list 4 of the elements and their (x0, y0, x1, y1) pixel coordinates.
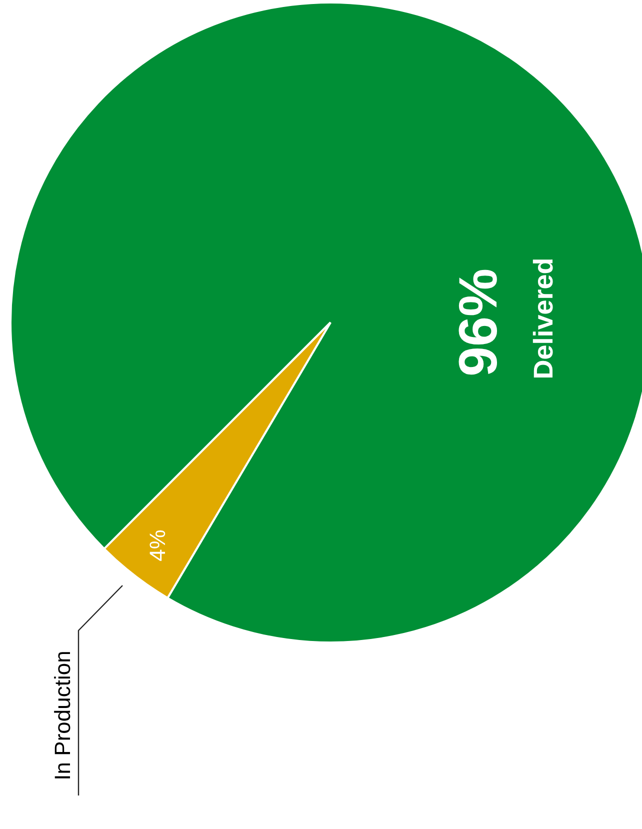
slice-label: Delivered (528, 258, 558, 380)
data-label: 4% (145, 530, 170, 562)
slice-label: In Production (50, 650, 75, 780)
data-label: 96% (448, 268, 508, 377)
